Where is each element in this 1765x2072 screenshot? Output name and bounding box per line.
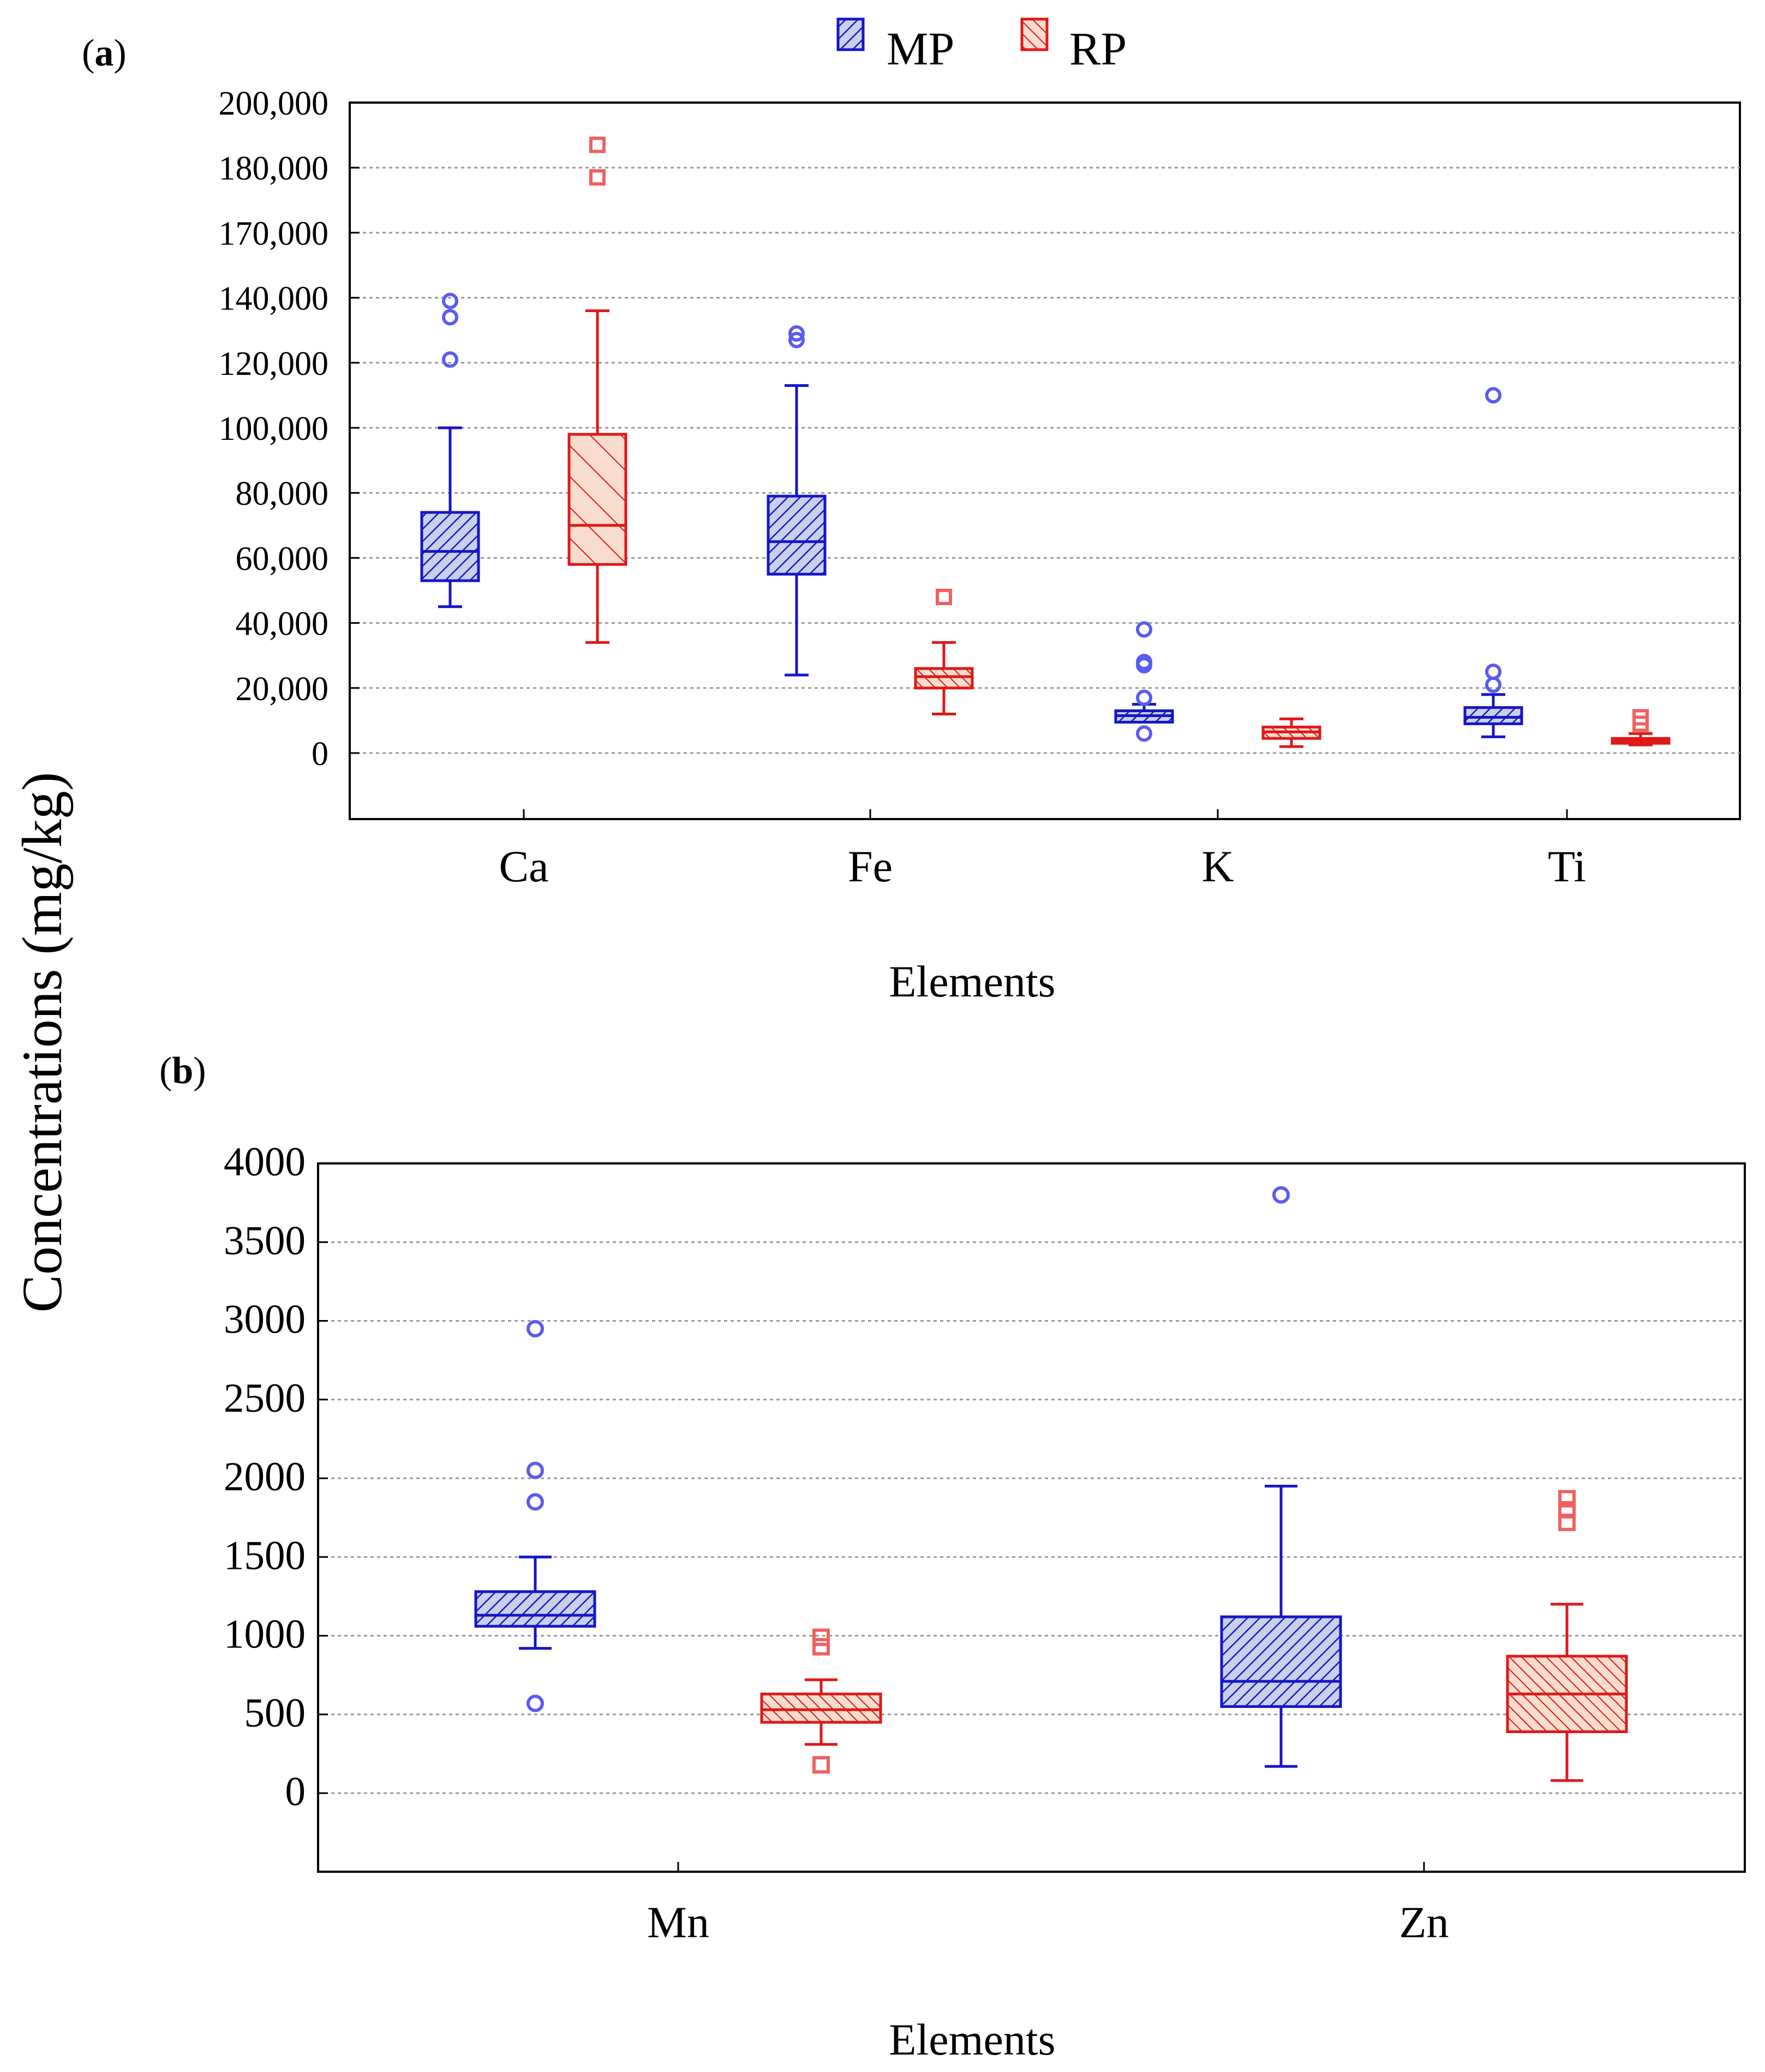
y-tick-label: 3000 bbox=[224, 1297, 306, 1342]
plot-area-a bbox=[349, 101, 1741, 820]
box-iqr bbox=[474, 1590, 596, 1628]
box-mp-mn bbox=[474, 1319, 596, 1712]
boxes-a bbox=[420, 136, 1671, 748]
outlier-point bbox=[442, 292, 458, 309]
box-mp-ca bbox=[420, 292, 480, 608]
box-rp-k bbox=[1261, 717, 1321, 748]
y-tick-label: 120,000 bbox=[219, 345, 329, 383]
x-axis-title-a: Elements bbox=[889, 957, 1055, 1006]
box-iqr bbox=[767, 494, 827, 576]
y-tick-label: 1500 bbox=[224, 1533, 306, 1578]
outlier-point bbox=[812, 1638, 830, 1656]
y-tick-label: 2500 bbox=[224, 1376, 306, 1421]
gridlines-b bbox=[318, 1241, 1745, 1794]
outlier-point bbox=[1558, 1501, 1576, 1519]
box-rp-ti bbox=[1611, 709, 1671, 747]
boxes-b bbox=[474, 1186, 1628, 1782]
x-categories-b: Mn Zn bbox=[647, 1862, 1449, 1947]
outlier-point bbox=[589, 136, 606, 153]
outlier-point bbox=[442, 351, 458, 368]
box-rp-fe bbox=[914, 588, 974, 715]
outlier-point bbox=[788, 332, 805, 349]
outlier-point bbox=[526, 1319, 544, 1337]
outlier-point bbox=[1136, 725, 1152, 742]
box-mp-zn bbox=[1220, 1186, 1342, 1768]
y-tick-label: 20,000 bbox=[236, 671, 329, 708]
box-mp-fe bbox=[767, 325, 827, 677]
outlier-point bbox=[812, 1628, 830, 1646]
y-tick-label: 3500 bbox=[224, 1218, 306, 1263]
outlier-point bbox=[1136, 621, 1152, 638]
x-axis-title-b: Elements bbox=[889, 2015, 1055, 2064]
legend-label-rp: RP bbox=[1069, 22, 1127, 75]
box-iqr bbox=[1220, 1615, 1342, 1708]
box-rp-mn bbox=[760, 1628, 882, 1774]
box-iqr bbox=[420, 511, 480, 582]
y-tick-label: 0 bbox=[285, 1769, 306, 1814]
y-tick-label: 100,000 bbox=[219, 410, 329, 447]
x-categories-a: Ca Fe K Ti bbox=[499, 809, 1586, 891]
y-tick-label: 80,000 bbox=[236, 475, 329, 512]
box-iqr bbox=[760, 1692, 882, 1724]
x-category-label: Ti bbox=[1548, 841, 1586, 891]
y-tick-label: 4000 bbox=[224, 1139, 306, 1185]
y-tick-label: 140,000 bbox=[219, 280, 329, 318]
y-tick-label: 0 bbox=[312, 736, 328, 773]
legend-item-mp[interactable]: MP bbox=[836, 17, 954, 75]
panel-label-b: (b) bbox=[159, 1050, 206, 1092]
outlier-point bbox=[1632, 709, 1649, 726]
box-iqr bbox=[567, 433, 627, 566]
y-ticks-b: 0 500 1000 1500 2000 2500 3000 3500 4000 bbox=[224, 1139, 328, 1814]
outlier-point bbox=[1485, 664, 1501, 680]
panel-label-a: (a) bbox=[82, 32, 127, 74]
y-tick-label: 200,000 bbox=[219, 85, 329, 122]
x-category-label: Fe bbox=[848, 841, 893, 891]
outlier-point bbox=[812, 1756, 830, 1774]
y-tick-label: 60,000 bbox=[236, 540, 329, 577]
outlier-point bbox=[1136, 689, 1152, 706]
outlier-point bbox=[1558, 1490, 1576, 1508]
box-iqr bbox=[914, 667, 974, 690]
x-category-label: Zn bbox=[1399, 1897, 1449, 1947]
legend: MP RP bbox=[836, 17, 1127, 75]
outlier-point bbox=[1485, 387, 1501, 404]
box-mp-ti bbox=[1463, 387, 1523, 738]
panel-a: 0 20,000 40,000 60,000 80,000 100,000 120,000 1… bbox=[219, 85, 1741, 1006]
x-category-label: K bbox=[1201, 841, 1234, 891]
outlier-point bbox=[1136, 654, 1152, 671]
y-ticks-a: 0 20,000 40,000 60,000 80,000 100,000 120,000 1… bbox=[219, 85, 360, 773]
box-rp-ca bbox=[567, 136, 627, 644]
legend-label-mp: MP bbox=[887, 22, 954, 75]
y-tick-label: 500 bbox=[244, 1691, 306, 1736]
y-tick-label: 2000 bbox=[224, 1454, 306, 1500]
x-category-label: Ca bbox=[499, 841, 548, 891]
outlier-point bbox=[1272, 1186, 1290, 1204]
y-axis-title: Concentrations (mg/kg) bbox=[11, 772, 74, 1313]
box-rp-zn bbox=[1506, 1490, 1628, 1782]
outlier-point bbox=[936, 588, 952, 605]
box-iqr bbox=[1463, 706, 1523, 725]
outlier-point bbox=[526, 1461, 544, 1479]
outlier-point bbox=[788, 325, 805, 342]
x-category-label: Mn bbox=[647, 1897, 709, 1947]
legend-item-rp[interactable]: RP bbox=[1020, 17, 1127, 75]
y-tick-label: 180,000 bbox=[219, 150, 329, 187]
outlier-point bbox=[526, 1694, 544, 1712]
panel-b: 0 500 1000 1500 2000 2500 3000 3500 4000 Mn Zn El… bbox=[224, 1139, 1746, 2064]
legend-swatch-rp bbox=[1020, 17, 1049, 51]
y-tick-label: 1000 bbox=[224, 1612, 306, 1657]
outlier-point bbox=[589, 169, 606, 186]
outlier-point bbox=[526, 1493, 544, 1511]
box-mp-k bbox=[1114, 621, 1174, 742]
outlier-point bbox=[442, 309, 458, 326]
y-tick-label: 40,000 bbox=[236, 606, 329, 643]
y-tick-label: 170,000 bbox=[219, 215, 329, 252]
plot-area-b bbox=[317, 1162, 1746, 1873]
legend-swatch-mp bbox=[836, 17, 865, 51]
